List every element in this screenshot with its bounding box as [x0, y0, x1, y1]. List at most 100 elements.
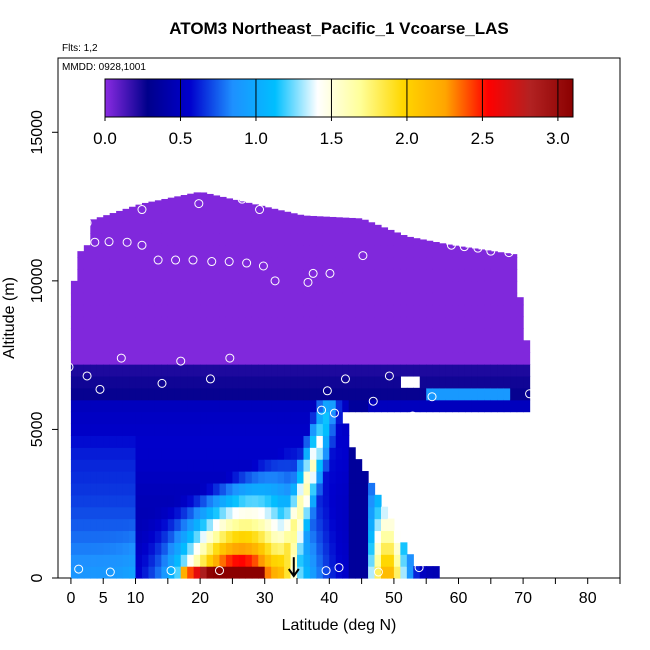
heatmap-cell	[206, 364, 214, 377]
heatmap-cell	[297, 530, 305, 543]
heatmap-cell	[96, 280, 104, 294]
heatmap-cell	[206, 375, 214, 389]
heatmap-cell	[129, 435, 137, 448]
heatmap-cell	[316, 328, 324, 341]
heatmap-cell	[290, 280, 298, 294]
heatmap-cell	[193, 518, 201, 532]
heatmap-cell	[374, 316, 382, 329]
heatmap-cell	[148, 471, 156, 484]
heatmap-cell	[200, 197, 208, 211]
heatmap-cell	[516, 364, 524, 377]
heatmap-cell	[445, 352, 453, 365]
heatmap-cell	[103, 245, 111, 258]
heatmap-cell	[206, 304, 214, 318]
heatmap-cell	[355, 218, 363, 223]
heatmap-cell	[368, 222, 376, 234]
heatmap-cell	[161, 435, 169, 448]
heatmap-cell	[219, 209, 227, 223]
heatmap-cell	[368, 566, 376, 579]
heatmap-cell	[277, 554, 285, 567]
heatmap-cell	[335, 233, 343, 246]
heatmap-cell	[213, 257, 221, 270]
heatmap-cell	[277, 245, 285, 258]
heatmap-cell	[290, 221, 298, 234]
heatmap-cell	[200, 304, 208, 318]
heatmap-cell	[70, 447, 78, 460]
heatmap-cell	[329, 268, 337, 282]
heatmap-cell	[355, 399, 363, 413]
heatmap-cell	[264, 447, 272, 460]
heatmap-cell	[361, 280, 369, 294]
heatmap-cell	[70, 423, 78, 436]
heatmap-cell	[322, 233, 330, 246]
heatmap-cell	[477, 316, 485, 329]
heatmap-cell	[90, 233, 98, 246]
heatmap-cell	[361, 340, 369, 353]
heatmap-cell	[109, 566, 117, 579]
heatmap-cell	[77, 251, 85, 258]
heatmap-cell	[264, 268, 272, 282]
heatmap-cell	[322, 280, 330, 294]
heatmap-cell	[70, 554, 78, 567]
heatmap-cell	[96, 435, 104, 448]
heatmap-cell	[258, 459, 266, 472]
heatmap-cell	[374, 506, 382, 520]
heatmap-cell	[225, 447, 234, 460]
heatmap-cell	[380, 566, 389, 579]
heatmap-cell	[348, 494, 356, 508]
heatmap-cell	[187, 447, 195, 460]
heatmap-cell	[167, 375, 175, 389]
heatmap-cell	[200, 245, 208, 258]
heatmap-cell	[335, 566, 343, 579]
heatmap-cell	[109, 494, 117, 508]
heatmap-cell	[154, 506, 162, 520]
heatmap-cell	[329, 459, 337, 472]
heatmap-cell	[413, 566, 421, 579]
heatmap-cell	[342, 494, 350, 508]
heatmap-cell	[154, 554, 162, 567]
heatmap-cell	[219, 494, 227, 508]
heatmap-cell	[103, 435, 111, 448]
heatmap-cell	[477, 280, 485, 294]
heatmap-cell	[329, 423, 337, 436]
heatmap-cell	[174, 494, 182, 508]
heatmap-cell	[380, 316, 389, 329]
heatmap-cell	[148, 280, 156, 294]
heatmap-cell	[232, 316, 240, 329]
heatmap-cell	[167, 530, 175, 543]
heatmap-cell	[96, 542, 104, 555]
heatmap-cell	[225, 518, 234, 532]
heatmap-cell	[77, 316, 85, 329]
heatmap-cell	[232, 447, 240, 460]
heatmap-cell	[303, 268, 311, 282]
heatmap-cell	[116, 210, 124, 223]
heatmap-cell	[284, 316, 292, 329]
heatmap-cell	[271, 423, 279, 436]
heatmap-cell	[439, 328, 447, 341]
sample-point	[427, 392, 437, 402]
heatmap-cell	[135, 328, 143, 341]
heatmap-cell	[200, 340, 208, 353]
heatmap-cell	[271, 530, 279, 543]
heatmap-cell	[180, 304, 188, 318]
heatmap-cell	[290, 411, 298, 425]
heatmap-cell	[122, 209, 130, 223]
heatmap-cell	[464, 352, 473, 365]
heatmap-cell	[213, 387, 221, 401]
heatmap-cell	[109, 399, 117, 413]
heatmap-cell	[180, 411, 188, 425]
heatmap-cell	[251, 554, 259, 567]
heatmap-cell	[154, 494, 162, 508]
heatmap-cell	[116, 221, 124, 234]
heatmap-cell	[316, 304, 324, 318]
heatmap-cell	[355, 245, 363, 258]
heatmap-cell	[335, 280, 343, 294]
heatmap-cell	[154, 280, 162, 294]
heatmap-cell	[329, 411, 337, 425]
sample-point	[90, 237, 100, 247]
heatmap-cell	[122, 554, 130, 567]
heatmap-cell	[348, 245, 356, 258]
heatmap-cell	[238, 459, 246, 472]
sample-point	[242, 258, 252, 268]
heatmap-cell	[77, 542, 85, 555]
